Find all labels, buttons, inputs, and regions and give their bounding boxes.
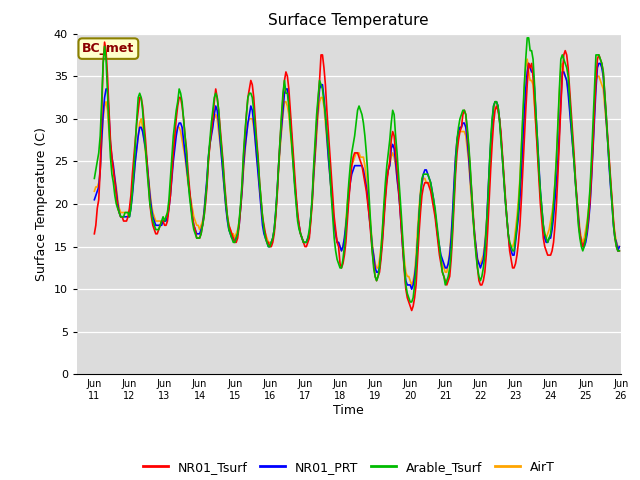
NR01_Tsurf: [100, 39, 108, 45]
Title: Surface Temperature: Surface Temperature: [269, 13, 429, 28]
Line: AirT: AirT: [94, 59, 620, 285]
Arable_Tsurf: [247, 90, 255, 96]
AirT: [273, 192, 281, 198]
NR01_Tsurf: [248, 82, 256, 87]
AirT: [524, 56, 531, 62]
AirT: [247, 116, 255, 121]
Arable_Tsurf: [616, 248, 623, 254]
NR01_PRT: [264, 244, 272, 250]
Arable_Tsurf: [90, 176, 98, 181]
AirT: [320, 103, 328, 109]
AirT: [90, 188, 98, 194]
Arable_Tsurf: [320, 99, 328, 105]
NR01_PRT: [408, 286, 415, 292]
Legend: NR01_Tsurf, NR01_PRT, Arable_Tsurf, AirT: NR01_Tsurf, NR01_PRT, Arable_Tsurf, AirT: [138, 456, 560, 479]
Arable_Tsurf: [589, 120, 597, 126]
X-axis label: Time: Time: [333, 404, 364, 417]
Text: BC_met: BC_met: [82, 42, 134, 55]
Arable_Tsurf: [264, 244, 272, 250]
NR01_PRT: [273, 188, 281, 194]
NR01_PRT: [525, 60, 532, 66]
NR01_PRT: [320, 95, 328, 100]
AirT: [155, 218, 163, 224]
NR01_Tsurf: [589, 142, 597, 147]
AirT: [264, 240, 272, 245]
Line: Arable_Tsurf: Arable_Tsurf: [94, 38, 620, 302]
Arable_Tsurf: [273, 188, 281, 194]
AirT: [408, 282, 415, 288]
NR01_PRT: [616, 244, 623, 250]
NR01_PRT: [247, 103, 255, 109]
NR01_PRT: [589, 146, 597, 152]
Arable_Tsurf: [155, 227, 163, 232]
NR01_Tsurf: [275, 163, 282, 168]
NR01_Tsurf: [616, 248, 623, 254]
Arable_Tsurf: [524, 35, 531, 41]
Line: NR01_Tsurf: NR01_Tsurf: [94, 42, 620, 311]
NR01_PRT: [90, 197, 98, 203]
NR01_PRT: [155, 222, 163, 228]
Y-axis label: Surface Temperature (C): Surface Temperature (C): [35, 127, 48, 281]
AirT: [616, 244, 623, 250]
NR01_Tsurf: [156, 222, 164, 228]
AirT: [589, 133, 597, 139]
NR01_Tsurf: [321, 82, 329, 87]
Arable_Tsurf: [406, 299, 414, 305]
NR01_Tsurf: [90, 231, 98, 237]
NR01_Tsurf: [408, 308, 415, 313]
NR01_Tsurf: [266, 244, 274, 250]
Line: NR01_PRT: NR01_PRT: [94, 63, 620, 289]
